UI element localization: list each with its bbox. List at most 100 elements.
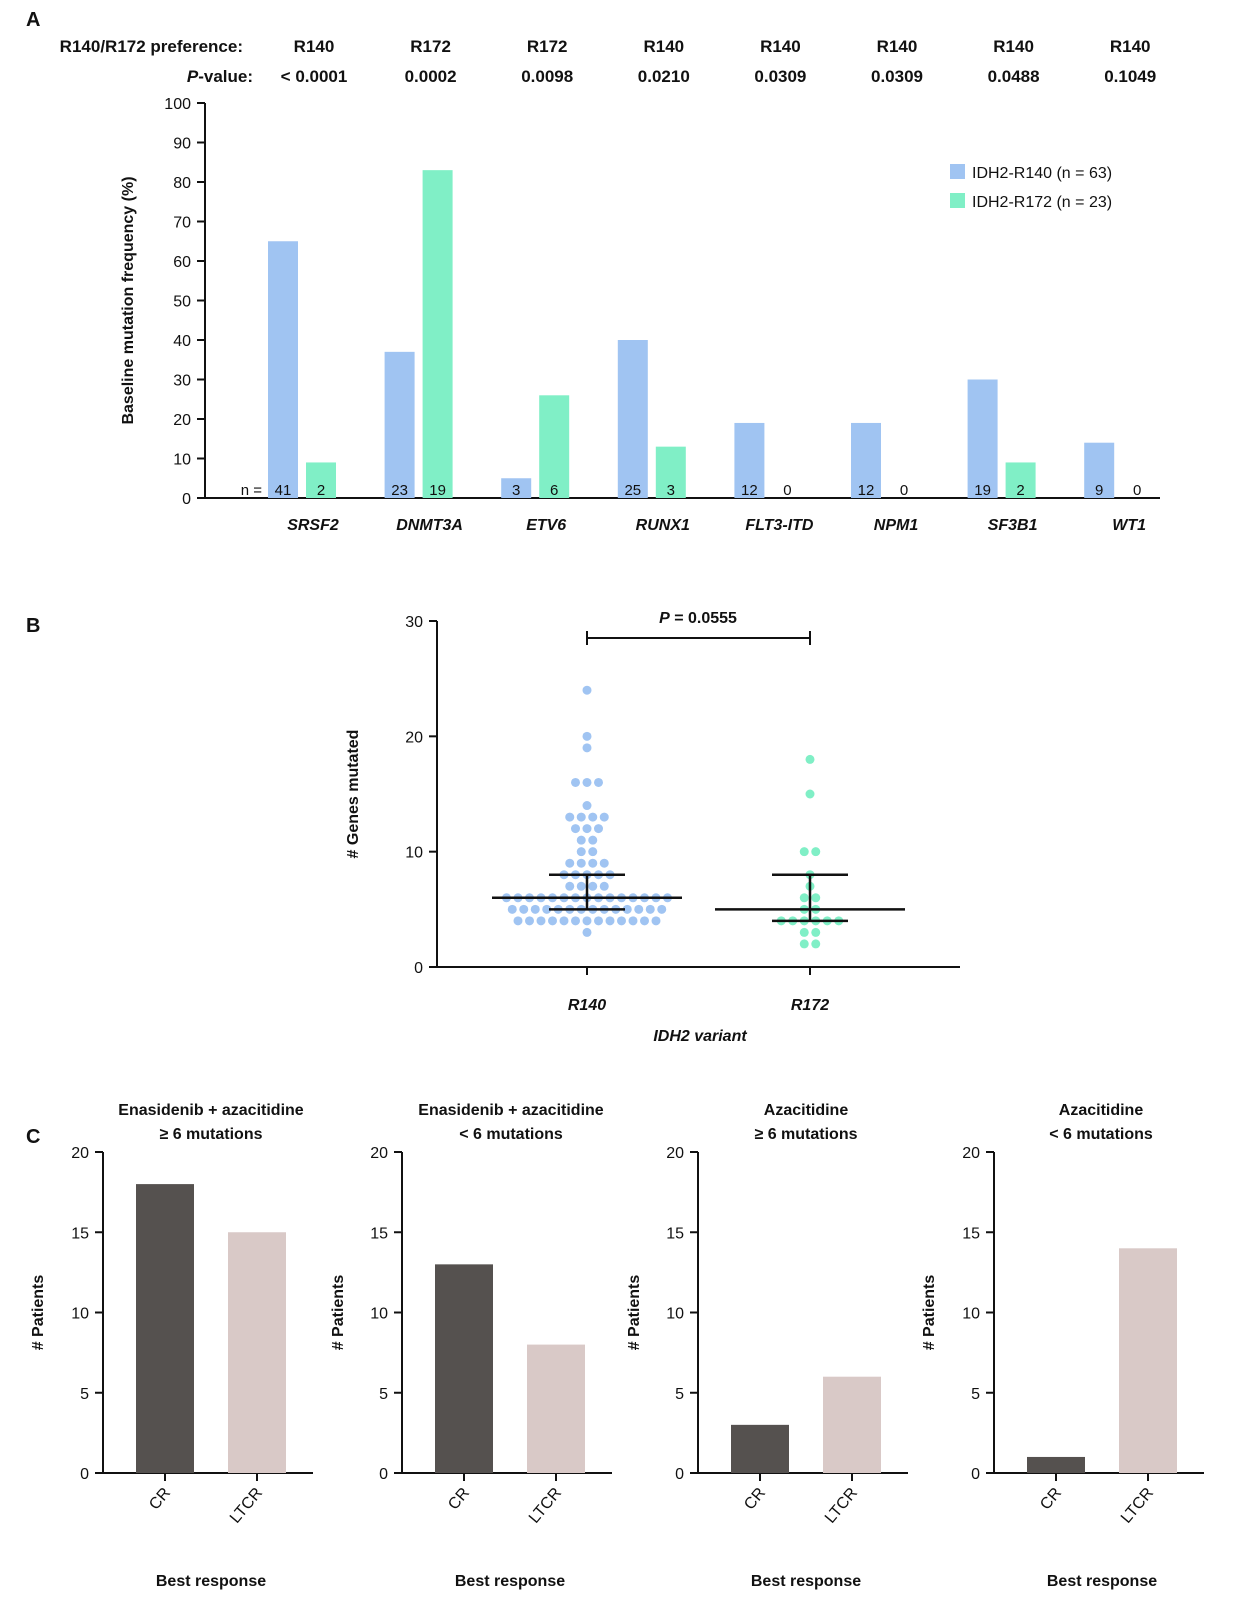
data-point-r140 [594, 777, 603, 787]
data-point-r140 [576, 847, 586, 857]
bar-ltcr [228, 1232, 286, 1473]
data-point-r140 [571, 777, 580, 787]
y-tick-label: 0 [414, 960, 423, 977]
bar-count-label: 2 [1016, 482, 1024, 499]
data-point-r140 [536, 916, 546, 926]
bar-idh2-r140-dnmt3a [384, 351, 415, 498]
panel-letter-a: A [26, 9, 40, 31]
data-point-r140 [548, 916, 557, 926]
bar-count-label: 12 [741, 482, 758, 499]
x-category-label: CR [1037, 1485, 1065, 1514]
data-point-r172 [811, 893, 821, 903]
data-point-r140 [576, 881, 586, 891]
bar-idh2-r172-dnmt3a [422, 170, 453, 498]
data-point-r140 [525, 916, 534, 926]
data-point-r140 [519, 904, 529, 914]
p-value: 0.0098 [521, 67, 573, 86]
p-value-row-label: P-value: [187, 67, 253, 86]
y-tick-label: 20 [71, 1145, 89, 1162]
data-point-r140 [599, 858, 609, 868]
legend-swatch [950, 193, 965, 208]
y-tick-label: 5 [80, 1386, 89, 1403]
bar-count-label: 23 [391, 482, 408, 499]
data-point-r140 [565, 881, 575, 891]
panel-c1-chart: Enasidenib + azacitidine ≥ 6 mutations 0 5 1… [30, 1102, 313, 1590]
data-point-r140 [507, 904, 517, 914]
data-point-r140 [530, 904, 540, 914]
y-tick-label: 0 [675, 1466, 684, 1483]
x-category-label: CR [445, 1485, 473, 1514]
data-point-r140 [588, 847, 598, 857]
bar-count-label: 9 [1095, 482, 1103, 499]
data-point-r172 [799, 847, 809, 857]
p-value: 0.0309 [754, 67, 806, 86]
y-tick-label: 100 [164, 96, 191, 113]
bar-cr [731, 1424, 789, 1473]
x-category-label: SF3B1 [988, 517, 1038, 534]
preference-value: R140 [993, 37, 1034, 56]
preference-value: R172 [410, 37, 451, 56]
data-point-r140 [513, 916, 523, 926]
y-tick-label: 20 [405, 729, 423, 746]
p-value-rest: = 0.0555 [670, 610, 737, 627]
x-category-label: SRSF2 [287, 517, 339, 534]
y-tick-label: 70 [173, 215, 191, 232]
chart-title-line-1: Enasidenib + azacitidine [418, 1102, 603, 1119]
data-point-r140 [576, 812, 586, 822]
data-point-r140 [605, 916, 615, 926]
y-tick-label: 10 [173, 452, 191, 469]
bar-cr [1027, 1456, 1085, 1473]
data-point-r140 [576, 835, 586, 845]
bar-count-label: 0 [783, 482, 791, 499]
y-axis-label: # Patients [30, 1275, 47, 1351]
x-axis-label: IDH2 variant [653, 1028, 747, 1045]
data-point-r172 [811, 847, 821, 857]
x-category-label: R172 [791, 997, 829, 1014]
bar-idh2-r172-srsf2 [306, 462, 336, 498]
data-point-r140 [657, 904, 667, 914]
data-point-r172 [799, 927, 809, 937]
data-point-r140 [582, 731, 592, 741]
legend-entry: IDH2-R172 (n = 23) [972, 194, 1112, 211]
preference-value: R140 [760, 37, 801, 56]
y-tick-label: 5 [675, 1386, 684, 1403]
data-point-r140 [617, 916, 626, 926]
y-tick-label: 30 [173, 373, 191, 390]
y-tick-label: 60 [173, 254, 191, 271]
data-point-r140 [634, 904, 644, 914]
x-category-label: CR [146, 1485, 174, 1514]
data-point-r140 [565, 858, 575, 868]
data-point-r140 [582, 927, 592, 937]
bar-count-label: 3 [667, 482, 675, 499]
chart-title-line-2: < 6 mutations [1049, 1126, 1153, 1143]
bar-count-label: 41 [275, 482, 292, 499]
bar-count-label: 3 [512, 482, 520, 499]
x-axis-label: Best response [156, 1573, 266, 1590]
y-tick-label: 10 [405, 845, 423, 862]
panel-a-bar-chart: R140/R172 preference:P-value:01020304050… [60, 37, 1160, 534]
panel-c2-chart: Enasidenib + azacitidine < 6 mutations 0 5 1… [330, 1102, 612, 1590]
p-value-annotation: P = 0.0555 [659, 610, 737, 627]
panel-c-bar-charts: Enasidenib + azacitidine ≥ 6 mutations 0 5 1… [30, 1102, 1204, 1590]
preference-row-label: R140/R172 preference: [60, 37, 243, 56]
y-tick-label: 20 [370, 1145, 388, 1162]
x-category-label: WT1 [1112, 517, 1146, 534]
x-category-label: DNMT3A [396, 517, 463, 534]
x-category-label: CR [741, 1485, 769, 1514]
y-tick-label: 10 [962, 1306, 980, 1323]
data-point-r140 [599, 812, 609, 822]
data-point-r140 [582, 824, 592, 834]
p-value-label-p: P [187, 67, 199, 86]
bar-count-label: 25 [624, 482, 641, 499]
data-point-r140 [651, 916, 661, 926]
p-value: 0.0002 [405, 67, 457, 86]
preference-value: R172 [527, 37, 568, 56]
y-tick-label: 20 [962, 1145, 980, 1162]
y-tick-label: 10 [666, 1306, 684, 1323]
panel-letter-c: C [26, 1126, 40, 1148]
x-category-label: LTCR [526, 1485, 565, 1527]
p-value: 0.0210 [638, 67, 690, 86]
bar-idh2-r140-etv6 [501, 478, 532, 498]
y-tick-label: 20 [173, 412, 191, 429]
bar-idh2-r140-wt1 [1084, 442, 1115, 498]
